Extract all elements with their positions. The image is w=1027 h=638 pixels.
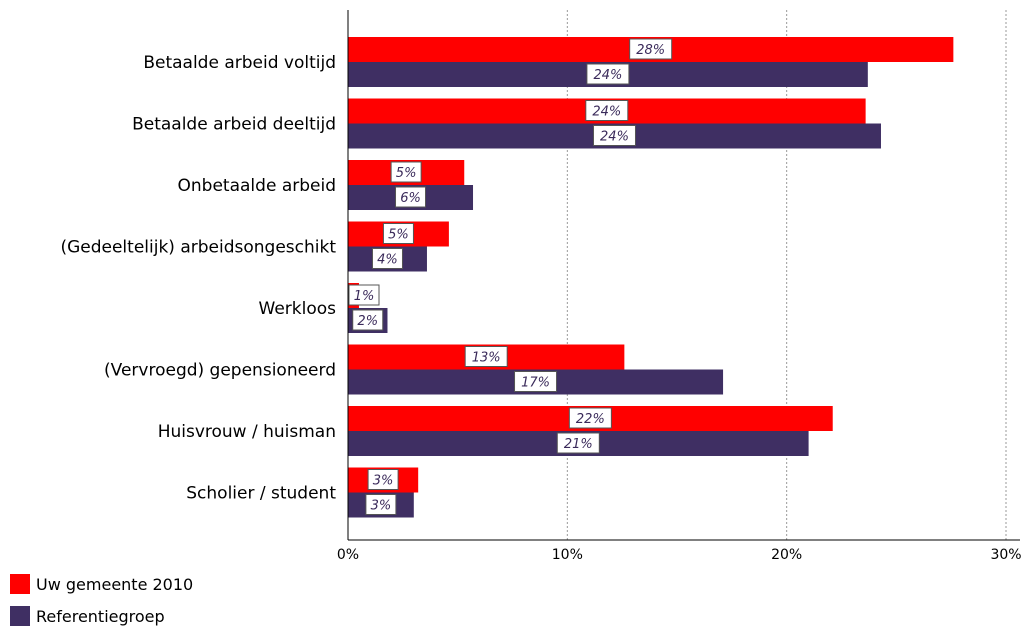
legend: Uw gemeente 2010 Referentiegroep bbox=[10, 574, 193, 638]
category-label-4: Werkloos bbox=[259, 299, 337, 319]
data-label-box-series-1-7 bbox=[367, 469, 399, 490]
data-label-series-2-0: 24% bbox=[593, 68, 622, 83]
data-label-series-1-3: 5% bbox=[388, 228, 409, 243]
legend-swatch-series-2 bbox=[10, 606, 30, 626]
data-label-series-1-2: 5% bbox=[396, 166, 417, 181]
x-tick-label-2: 20% bbox=[771, 547, 802, 563]
legend-item-series-2: Referentiegroep bbox=[10, 606, 193, 626]
category-label-5: (Vervroegd) gepensioneerd bbox=[104, 361, 336, 381]
data-label-series-1-1: 24% bbox=[592, 105, 621, 120]
category-label-6: Huisvrouw / huisman bbox=[158, 422, 336, 442]
legend-label-series-1: Uw gemeente 2010 bbox=[36, 574, 194, 594]
data-label-series-1-0: 28% bbox=[636, 43, 665, 58]
data-label-box-series-2-7 bbox=[365, 494, 397, 515]
data-label-box-series-2-5 bbox=[514, 371, 558, 392]
data-label-series-2-4: 2% bbox=[357, 314, 378, 329]
category-label-7: Scholier / student bbox=[186, 484, 336, 504]
data-label-series-1-6: 22% bbox=[576, 412, 605, 427]
data-label-box-series-1-6 bbox=[568, 407, 612, 429]
data-label-box-series-2-2 bbox=[395, 186, 427, 208]
data-label-box-series-1-4 bbox=[348, 284, 380, 306]
data-label-box-series-1-0 bbox=[629, 38, 673, 60]
data-label-series-1-7: 3% bbox=[373, 474, 394, 489]
data-label-box-series-1-5 bbox=[464, 346, 508, 367]
data-label-series-2-1: 24% bbox=[600, 130, 629, 145]
data-label-box-series-1-1 bbox=[585, 100, 629, 121]
data-label-series-2-3: 4% bbox=[377, 253, 398, 268]
legend-item-series-1: Uw gemeente 2010 bbox=[10, 574, 193, 594]
data-label-box-series-2-6 bbox=[556, 432, 600, 454]
data-label-series-2-2: 6% bbox=[400, 191, 421, 206]
data-label-box-series-2-1 bbox=[592, 125, 636, 146]
data-label-box-series-1-2 bbox=[390, 161, 422, 183]
x-tick-label-0: 0% bbox=[337, 547, 359, 563]
data-label-box-series-2-3 bbox=[371, 248, 403, 269]
bar-chart: Betaalde arbeid voltijd Betaalde arbeid d… bbox=[60, 10, 1022, 563]
category-label-2: Onbetaalde arbeid bbox=[178, 176, 336, 196]
data-label-series-1-4: 1% bbox=[354, 289, 375, 304]
data-label-series-2-7: 3% bbox=[371, 499, 392, 514]
data-label-series-2-6: 21% bbox=[564, 437, 593, 452]
category-label-3: (Gedeeltelijk) arbeidsongeschikt bbox=[60, 238, 336, 258]
data-label-box-series-1-3 bbox=[382, 223, 414, 244]
data-label-series-1-5: 13% bbox=[472, 351, 501, 366]
category-label-1: Betaalde arbeid deeltijd bbox=[132, 115, 336, 135]
x-tick-label-3: 30% bbox=[990, 547, 1021, 563]
data-label-series-2-5: 17% bbox=[521, 376, 550, 391]
x-tick-label-1: 10% bbox=[552, 547, 583, 563]
data-label-box-series-2-0 bbox=[586, 63, 630, 85]
category-label-0: Betaalde arbeid voltijd bbox=[143, 53, 336, 73]
legend-label-series-2: Referentiegroep bbox=[36, 606, 165, 626]
legend-swatch-series-1 bbox=[10, 574, 30, 594]
data-label-box-series-2-4 bbox=[352, 309, 384, 331]
